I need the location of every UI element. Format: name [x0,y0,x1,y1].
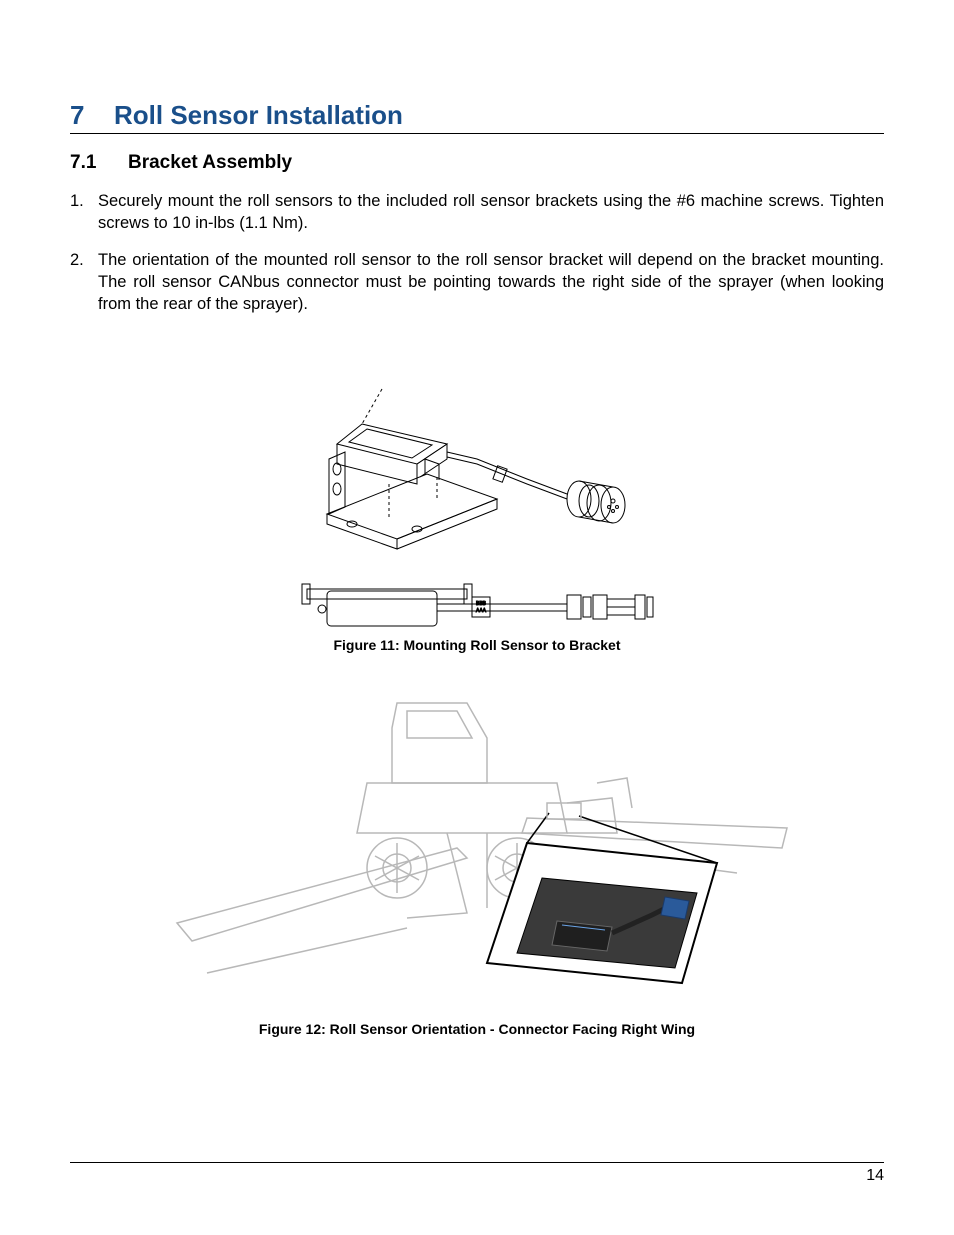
figure-12-diagram [157,683,797,1013]
section-heading: 7 Roll Sensor Installation [70,100,884,134]
figure-11: BBB AAA Figure 11: Mounting Roll Sensor … [70,329,884,653]
list-item: 2. The orientation of the mounted roll s… [70,249,884,316]
subsection-heading: 7.1 Bracket Assembly [70,152,884,174]
list-number: 2. [70,249,98,316]
subsection-number: 7.1 [70,152,128,174]
list-text: The orientation of the mounted roll sens… [98,249,884,316]
section-title: Roll Sensor Installation [114,100,403,131]
figure-11-diagram: BBB AAA [267,329,687,629]
figure-12: Figure 12: Roll Sensor Orientation - Con… [70,683,884,1037]
subsection-title: Bracket Assembly [128,152,292,174]
svg-text:AAA: AAA [476,608,487,614]
list-text: Securely mount the roll sensors to the i… [98,190,884,235]
page-number: 14 [866,1167,884,1184]
page-footer: 14 [70,1162,884,1185]
section-number: 7 [70,100,114,131]
svg-text:BBB: BBB [476,601,487,607]
list-item: 1. Securely mount the roll sensors to th… [70,190,884,235]
list-number: 1. [70,190,98,235]
figure-12-caption: Figure 12: Roll Sensor Orientation - Con… [70,1021,884,1037]
figure-11-caption: Figure 11: Mounting Roll Sensor to Brack… [70,637,884,653]
